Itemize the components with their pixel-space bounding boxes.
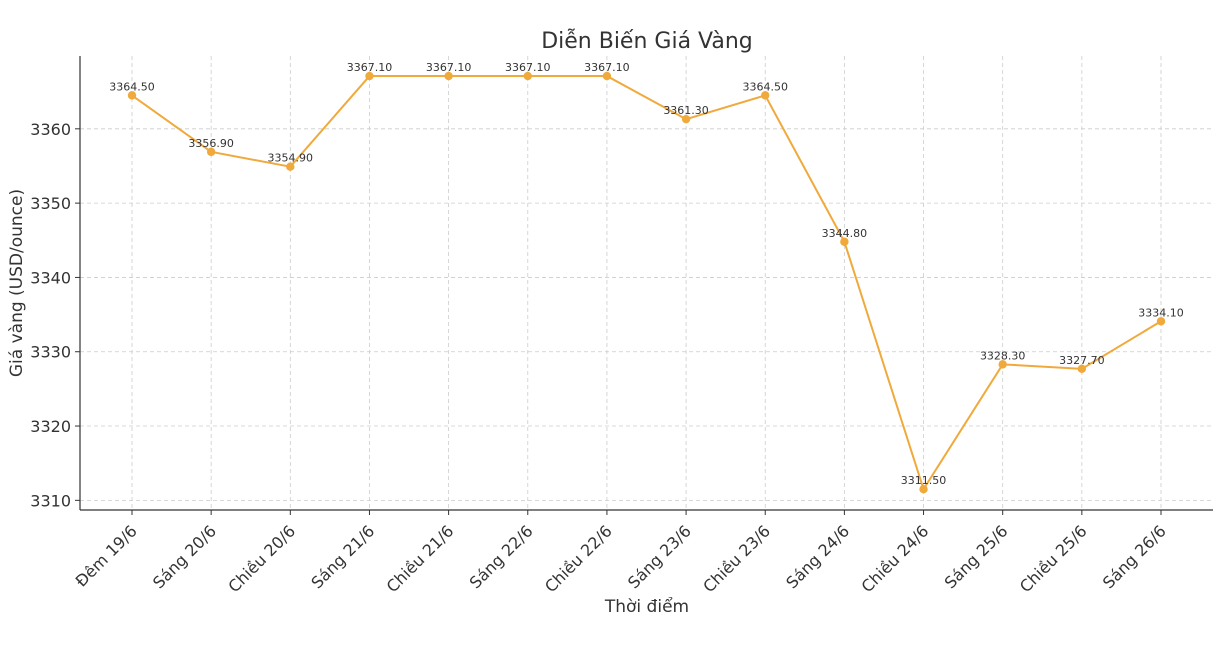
- data-label: 3354.90: [268, 152, 314, 165]
- y-tick-label: 3340: [30, 268, 71, 287]
- data-label: 3328.30: [980, 349, 1026, 362]
- x-tick-label: Chiều 24/6: [858, 521, 933, 596]
- x-ticks: Đêm 19/6 Sáng 20/6 Chiều 20/6 Sáng 21/6 Chiề…: [72, 510, 1170, 596]
- data-label: 3334.10: [1138, 306, 1184, 319]
- data-label: 3356.90: [188, 137, 234, 150]
- x-tick-label: Sáng 25/6: [941, 521, 1012, 592]
- data-label: 3367.10: [584, 61, 630, 74]
- x-tick-label: Chiều 22/6: [541, 521, 616, 596]
- data-label: 3367.10: [426, 61, 472, 74]
- y-tick-label: 3360: [30, 120, 71, 139]
- x-tick-label: Sáng 21/6: [307, 521, 378, 592]
- data-point: [444, 71, 453, 81]
- data-point: [840, 237, 849, 246]
- x-tick-label: Chiều 20/6: [224, 521, 299, 596]
- data-point: [206, 147, 216, 157]
- x-tick-label: Sáng 26/6: [1099, 521, 1170, 592]
- data-point: [998, 360, 1007, 369]
- x-tick-label: Sáng 23/6: [624, 521, 695, 592]
- data-labels: 3364.50 3356.90 3354.90 3367.10 3367.10 3367.…: [109, 61, 1184, 487]
- data-label: 3311.50: [901, 474, 947, 487]
- x-tick-label: Sáng 20/6: [149, 521, 220, 592]
- data-point: [602, 71, 612, 81]
- x-tick-label: Sáng 22/6: [466, 521, 537, 592]
- data-label: 3364.50: [109, 80, 155, 93]
- grid: [80, 56, 1213, 510]
- data-label: 3327.70: [1059, 354, 1105, 367]
- data-label: 3367.10: [347, 61, 393, 74]
- data-point: [127, 91, 137, 100]
- y-tick-label: 3320: [30, 417, 71, 436]
- chart-title: Diễn Biến Giá Vàng: [541, 28, 753, 54]
- x-tick-label: Chiều 23/6: [699, 521, 774, 596]
- x-tick-label: Chiều 21/6: [383, 521, 458, 596]
- data-label: 3344.80: [822, 227, 868, 240]
- series-line: [131, 75, 1162, 492]
- data-point: [1077, 364, 1087, 374]
- data-point: [919, 484, 928, 494]
- data-point: [286, 162, 295, 171]
- y-ticks: 3310 3320 3330 3340 3350 3360: [30, 120, 80, 510]
- data-point: [1156, 317, 1166, 326]
- y-tick-label: 3350: [30, 194, 71, 213]
- y-axis-label: Giá vàng (USD/ounce): [7, 189, 27, 377]
- x-axis-label: Thời điểm: [604, 596, 689, 617]
- series-layer: [127, 71, 1166, 494]
- data-label: 3361.30: [663, 104, 709, 117]
- data-point: [523, 71, 532, 81]
- data-label: 3364.50: [742, 80, 788, 93]
- data-label: 3367.10: [505, 61, 551, 74]
- y-tick-label: 3330: [30, 343, 71, 362]
- x-tick-label: Đêm 19/6: [72, 521, 141, 590]
- x-tick-label: Sáng 24/6: [782, 521, 853, 592]
- x-tick-label: Chiều 25/6: [1016, 521, 1091, 596]
- y-tick-label: 3310: [30, 491, 71, 510]
- data-point: [365, 71, 374, 81]
- data-point: [681, 114, 691, 124]
- data-point: [761, 91, 770, 100]
